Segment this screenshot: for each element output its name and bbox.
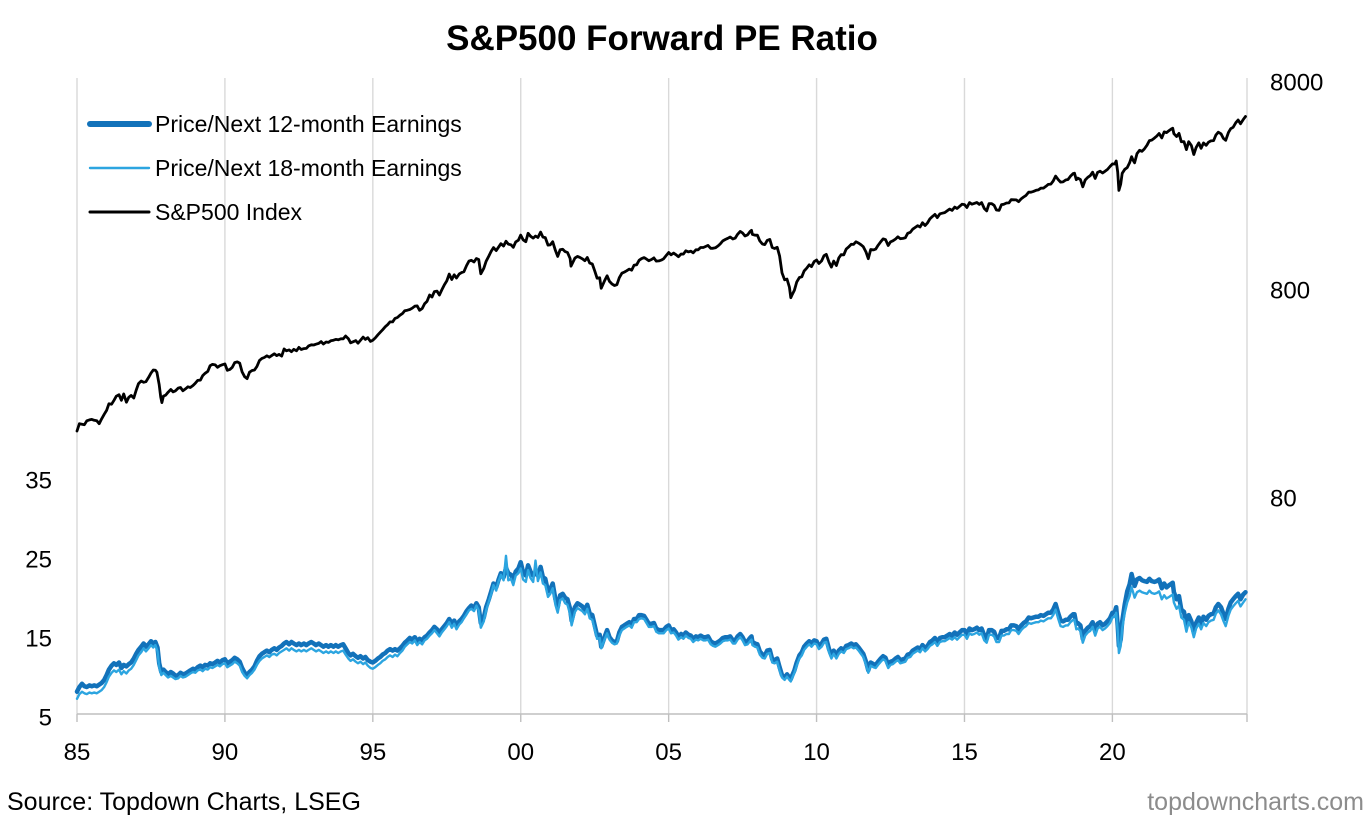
x-axis-label: 05: [655, 739, 682, 766]
right-axis-label: 800: [1270, 278, 1310, 305]
left-axis-label: 35: [25, 468, 52, 495]
legend-label-18m: Price/Next 18-month Earnings: [155, 155, 462, 181]
chart-title: S&P500 Forward PE Ratio: [446, 19, 878, 58]
series-line-s-p500-index: [75, 115, 1247, 433]
x-axis-label: 20: [1099, 739, 1126, 766]
x-axis-label: 00: [507, 739, 534, 766]
x-axis-label: 15: [951, 739, 978, 766]
axis-labels: 85 90 95 00 05 10 15 20 5 15 25 35 80 800 8000: [25, 70, 1323, 767]
x-axis-label: 95: [359, 739, 386, 766]
source-credit: Source: Topdown Charts, LSEG: [7, 788, 361, 816]
gridlines: [76, 78, 1248, 722]
legend-label-12m: Price/Next 12-month Earnings: [155, 111, 462, 137]
x-axis-label: 90: [212, 739, 239, 766]
legend: Price/Next 12-month Earnings Price/Next …: [87, 111, 462, 225]
left-axis-label: 5: [39, 705, 52, 732]
series-line-price-next-18-month-earnings: [75, 554, 1247, 700]
right-axis-label: 8000: [1270, 70, 1323, 97]
x-axis-label: 85: [64, 739, 91, 766]
left-axis-label: 15: [25, 626, 52, 653]
left-axis-label: 25: [25, 547, 52, 574]
x-axis-label: 10: [803, 739, 830, 766]
right-axis-label: 80: [1270, 486, 1297, 513]
legend-label-index: S&P500 Index: [155, 199, 303, 225]
watermark-link[interactable]: topdowncharts.com: [1147, 788, 1364, 816]
data-series: [74, 115, 1248, 700]
series-line-price-next-12-month-earnings: [74, 559, 1248, 694]
